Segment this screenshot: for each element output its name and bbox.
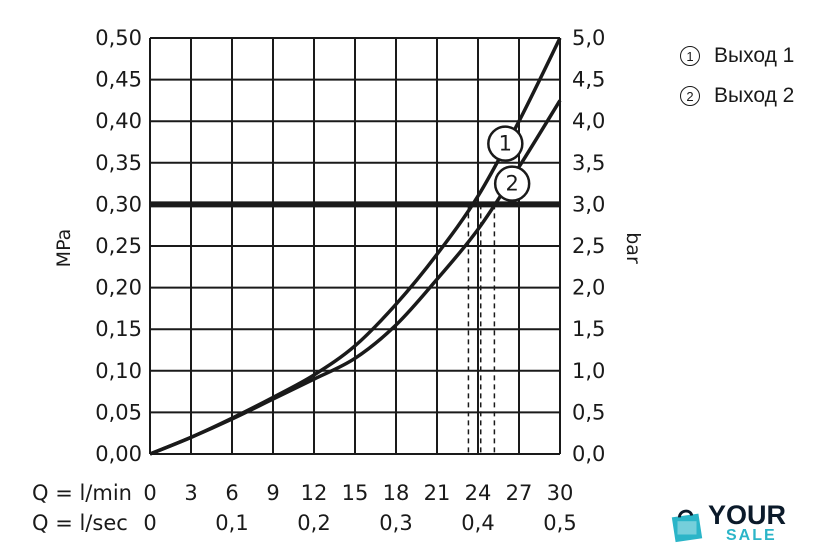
y-tick-left-9: 0,45 (95, 68, 142, 92)
chart-grid (149, 37, 561, 455)
x-tick-lsec-2: 0,2 (297, 511, 330, 535)
chart-labels: 0,000,050,100,150,200,250,300,350,400,45… (32, 26, 644, 535)
x-tick-lmin-5: 15 (342, 481, 369, 505)
legend: 1 Выход 1 2 Выход 2 (680, 36, 794, 116)
y-tick-left-8: 0,40 (95, 109, 142, 133)
legend-label-1: Выход 1 (714, 44, 795, 67)
series-label-circle-2 (493, 165, 531, 202)
y-tick-left-7: 0,35 (95, 151, 142, 175)
y-axis-label-right: bar (622, 232, 644, 264)
y-tick-left-3: 0,15 (95, 317, 142, 341)
y-tick-left-1: 0,05 (95, 400, 142, 424)
y-tick-right-1: 0,5 (572, 400, 605, 424)
y-tick-right-2: 1,0 (572, 359, 605, 383)
x-tick-lmin-8: 24 (465, 481, 492, 505)
y-tick-right-7: 3,5 (572, 151, 605, 175)
x-tick-lmin-9: 27 (506, 481, 533, 505)
y-tick-right-10: 5,0 (572, 26, 605, 50)
y-axis-label-left: MPa (53, 229, 75, 268)
legend-item-2: 2 Выход 2 (680, 76, 794, 116)
y-tick-right-6: 3,0 (572, 192, 605, 216)
brand-logo: YOUR SALE (668, 500, 798, 550)
legend-item-1: 1 Выход 1 (680, 36, 794, 76)
logo-text-sale: SALE (726, 527, 777, 544)
x-tick-lmin-6: 18 (383, 481, 410, 505)
x-row2-label: Q = l/sec (32, 511, 128, 535)
x-tick-lmin-10: 30 (547, 481, 574, 505)
y-tick-right-0: 0,0 (572, 442, 605, 466)
x-tick-lsec-5: 0,5 (543, 511, 576, 535)
x-tick-lmin-4: 12 (301, 481, 328, 505)
x-tick-lmin-2: 6 (225, 481, 238, 505)
series-line-2 (149, 99, 562, 456)
logo-text-your: YOUR (708, 500, 787, 530)
y-tick-left-6: 0,30 (95, 192, 142, 216)
series-label-circle-1 (487, 125, 524, 162)
y-tick-right-4: 2,0 (572, 276, 605, 300)
chart-marks: 12 (149, 37, 562, 456)
x-tick-lsec-3: 0,3 (379, 511, 412, 535)
legend-marker-2: 2 (680, 86, 700, 106)
y-tick-right-5: 2,5 (572, 234, 605, 258)
y-tick-right-3: 1,5 (572, 317, 605, 341)
legend-label-2: Выход 2 (714, 84, 795, 107)
x-tick-lsec-1: 0,1 (215, 511, 248, 535)
x-tick-lmin-0: 0 (143, 481, 156, 505)
series-label-text-1: 1 (499, 132, 512, 156)
shopping-bag-icon (671, 509, 703, 543)
y-tick-right-8: 4,0 (572, 109, 605, 133)
y-tick-left-2: 0,10 (95, 359, 142, 383)
y-tick-right-9: 4,5 (572, 68, 605, 92)
x-tick-lsec-0: 0 (143, 511, 156, 535)
y-tick-left-0: 0,00 (95, 442, 142, 466)
x-tick-lmin-7: 21 (424, 481, 451, 505)
legend-marker-1: 1 (680, 46, 700, 66)
y-tick-left-5: 0,25 (95, 234, 142, 258)
y-tick-left-10: 0,50 (95, 26, 142, 50)
x-row1-label: Q = l/min (32, 481, 132, 505)
x-tick-lsec-4: 0,4 (461, 511, 494, 535)
x-tick-lmin-1: 3 (184, 481, 197, 505)
series-label-text-2: 2 (505, 172, 518, 196)
y-tick-left-4: 0,20 (95, 276, 142, 300)
x-tick-lmin-3: 9 (266, 481, 279, 505)
